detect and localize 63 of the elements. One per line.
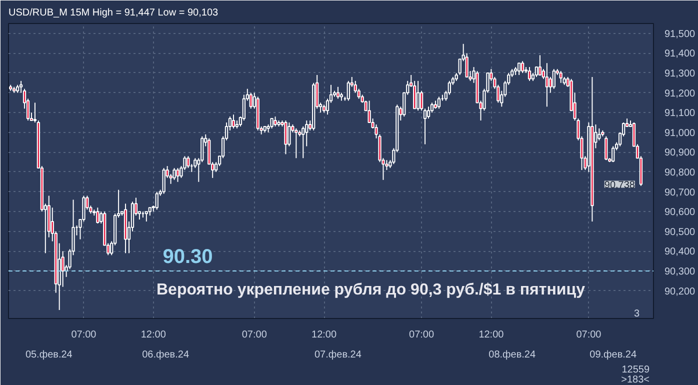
candlestick (598, 128, 601, 141)
annotation: 3 (634, 308, 640, 320)
candlestick (249, 92, 252, 110)
candlestick (294, 128, 298, 159)
candlestick (538, 54, 542, 76)
candlestick (232, 114, 236, 129)
y-tick-label: 91,400 (664, 48, 696, 60)
y-tick-label: 90,600 (664, 207, 696, 218)
candlestick (155, 191, 158, 210)
candlestick (520, 60, 524, 74)
text: >183< (621, 374, 650, 385)
x-tick-label: 07:00 (576, 330, 602, 340)
y-tick-label: 91,500 (664, 28, 696, 40)
x-tick-label: 07:00 (242, 330, 268, 340)
x-tick-label: 12:00 (140, 330, 166, 340)
candlestick (517, 62, 521, 76)
text: 06.фев.24 (142, 350, 190, 360)
y-tick-label: 91,000 (664, 128, 696, 139)
candlestick (284, 120, 288, 155)
x-tick-label: 12:00 (478, 330, 504, 340)
candlestick (416, 80, 420, 112)
y-tick-label: 91,300 (664, 68, 696, 80)
x-tick-label: 07:00 (409, 330, 434, 340)
candlestick (545, 62, 549, 108)
y-tick-label: 90,700 (664, 187, 696, 198)
y-tick-label: 91,100 (664, 108, 696, 120)
text: 12559 (622, 364, 650, 376)
candlestick (336, 86, 340, 100)
candlestick (559, 70, 562, 84)
y-tick-label: 90,400 (664, 246, 696, 258)
x-tick-label: 12:00 (312, 330, 337, 340)
y-tick-label: 90,900 (664, 148, 696, 159)
annotation: Вероятно укрепление рубля до 90,3 руб./$1 в пятницу (156, 282, 586, 298)
y-tick-label: 90,800 (664, 167, 696, 178)
candlestick (144, 211, 148, 222)
candlestick (274, 116, 277, 127)
x-tick-label: 07:00 (71, 330, 97, 340)
candlestick (162, 168, 166, 194)
y-tick-label: 90,500 (664, 226, 696, 238)
text: 08.фев.24 (488, 350, 536, 360)
candlestick (172, 168, 176, 180)
candlestick (288, 122, 291, 147)
candlestick (552, 68, 556, 90)
candlestick (612, 146, 615, 163)
candlestick (186, 156, 190, 169)
candlestick (346, 80, 350, 102)
candlestick (270, 118, 274, 129)
chart-title: USD/RUB_M 15M High = 91,447 Low = 90,103 (8, 8, 218, 18)
candlestick (96, 207, 100, 224)
annotation: 90.30 (162, 246, 213, 268)
y-tick-label: 90,200 (664, 286, 696, 298)
text: 07.фев.24 (314, 350, 362, 360)
candlestick (426, 106, 430, 120)
y-tick-label: 90,300 (664, 266, 696, 278)
candlestick (437, 96, 441, 110)
annotation: 90,738 (604, 180, 636, 191)
text: 09.фев.24 (590, 350, 637, 360)
y-tick-label: 91,200 (664, 88, 696, 100)
candlestick (528, 66, 532, 82)
text: 05.фев.24 (25, 350, 73, 360)
candlestick (176, 168, 180, 182)
candlestick (604, 136, 608, 161)
candlestick (534, 66, 538, 78)
